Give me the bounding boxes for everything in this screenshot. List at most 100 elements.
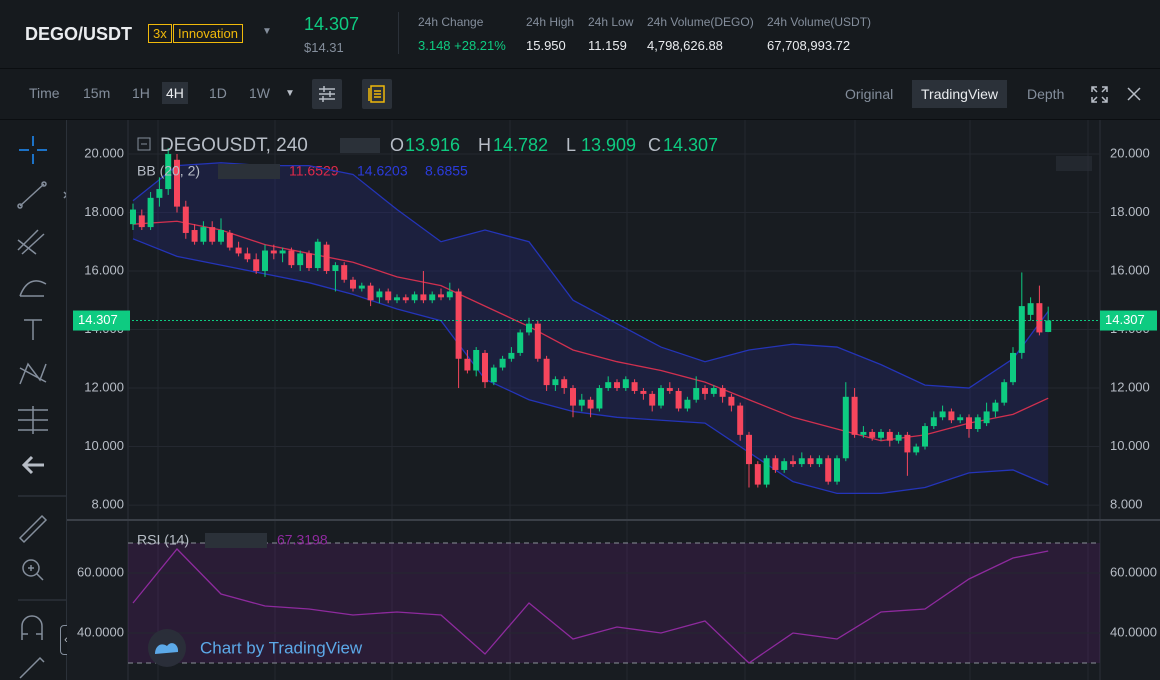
y-tick-label: 8.000 xyxy=(91,497,124,512)
ohlc-letter: H xyxy=(478,135,491,155)
chart-bg xyxy=(67,120,1160,680)
candle-body xyxy=(561,379,568,389)
candle-body xyxy=(807,458,814,465)
candle-body xyxy=(605,382,612,389)
last-price-box xyxy=(1100,310,1157,331)
drawing-tools: ‹ xyxy=(0,120,72,680)
view-tab[interactable]: Original xyxy=(845,86,894,102)
interval[interactable]: 1W xyxy=(249,85,270,101)
candle-body xyxy=(552,379,559,386)
candle-body xyxy=(482,352,488,383)
bb-value: 14.6203 xyxy=(357,163,408,179)
y-tick-label: 20.000 xyxy=(84,145,124,160)
candle-body xyxy=(675,390,682,409)
candle-body xyxy=(138,215,145,228)
notes-button[interactable] xyxy=(362,79,392,109)
candle-body xyxy=(878,431,884,438)
candle-body xyxy=(763,458,770,485)
candle-body xyxy=(719,388,726,397)
bb-name: BB (20, 2) xyxy=(137,163,200,179)
watermark-text: Chart by TradingView xyxy=(200,638,363,657)
settings-button[interactable] xyxy=(312,79,342,109)
candle-body xyxy=(957,417,964,421)
candle-body xyxy=(191,230,198,242)
candle-body xyxy=(886,431,893,441)
candle-body xyxy=(570,388,576,406)
candle-body xyxy=(394,297,400,301)
legend-icons[interactable] xyxy=(340,138,380,153)
candle-body xyxy=(411,294,418,301)
watermark: Chart by TradingView xyxy=(148,629,363,667)
candle-body xyxy=(323,244,330,271)
candle-body xyxy=(904,434,911,453)
candle-body xyxy=(702,388,708,394)
candle-body xyxy=(869,431,876,438)
bb-line xyxy=(132,220,1049,442)
legend: DEGOUSDT, 240 BB (20, 2) RSI (14) 67.319… xyxy=(137,135,1092,548)
y-tick-label: 10.000 xyxy=(84,438,124,453)
candle-body xyxy=(992,402,999,412)
candle-body xyxy=(790,461,796,465)
candle-body xyxy=(666,388,673,391)
interval[interactable]: 4H xyxy=(162,82,188,104)
stat-label: 24h Volume(USDT) xyxy=(767,15,872,29)
candle-body xyxy=(130,209,136,225)
view-tab[interactable]: TradingView xyxy=(912,80,1008,108)
candle-body xyxy=(974,417,981,429)
candle-body xyxy=(614,382,620,389)
pane-icons[interactable] xyxy=(1056,156,1092,171)
dropdown[interactable]: ▼ xyxy=(262,26,272,37)
candle-body xyxy=(182,206,189,233)
candle-body xyxy=(1001,382,1008,403)
y-tick-label: 60.0000 xyxy=(77,564,124,579)
candle-body xyxy=(350,279,356,289)
ohlc-letter: L xyxy=(566,135,576,155)
y-tick-label: 16.000 xyxy=(84,262,124,277)
candle-body xyxy=(420,294,427,301)
candle-body xyxy=(473,349,480,371)
settings-icon xyxy=(319,86,335,102)
candle-body xyxy=(174,159,180,207)
ohlc-letter: O xyxy=(390,135,404,155)
candle-body xyxy=(226,232,233,248)
candle-body xyxy=(147,197,154,228)
candle-body xyxy=(930,417,937,427)
view-tab[interactable]: Depth xyxy=(1027,86,1065,102)
last-price-box xyxy=(73,310,130,331)
symbol: DEGOUSDT, 240 xyxy=(160,135,308,156)
rsi-icons[interactable] xyxy=(205,533,267,548)
candle-body xyxy=(966,417,972,429)
pair: DEGO/USDT xyxy=(25,24,133,44)
candle-body xyxy=(640,390,647,394)
candle-body xyxy=(200,227,207,242)
y-tick-label: 18.000 xyxy=(84,204,124,219)
candle-body xyxy=(842,396,849,459)
y-tick-label-right: 16.000 xyxy=(1110,262,1150,277)
more[interactable]: ▼ xyxy=(285,88,295,99)
candle-body xyxy=(209,227,216,242)
candle-body xyxy=(306,253,312,269)
candle-body xyxy=(684,399,691,409)
rsi-band xyxy=(128,542,1100,663)
candle-body xyxy=(270,250,277,254)
interval[interactable]: 1H xyxy=(132,85,150,101)
collapse-icon[interactable] xyxy=(137,137,151,151)
candle-body xyxy=(165,153,172,190)
candle-body xyxy=(429,294,436,301)
candle-body xyxy=(235,247,242,254)
candle-body xyxy=(825,458,832,482)
y-tick-label-right: 8.000 xyxy=(1110,497,1143,512)
notes-icon xyxy=(368,85,385,103)
y-tick-label-right: 60.0000 xyxy=(1110,564,1157,579)
candle-body xyxy=(816,458,823,465)
y-tick-label-right: 40.0000 xyxy=(1110,624,1157,639)
interval[interactable]: 1D xyxy=(209,85,227,101)
stat-value: 3.148 +28.21% xyxy=(418,38,506,53)
price-usd: $14.31 xyxy=(304,40,344,55)
candle-body xyxy=(710,388,717,394)
chart: 8.0008.00010.00010.00012.00012.00014.000… xyxy=(67,120,1160,680)
interval[interactable]: 15m xyxy=(83,85,111,101)
bb-icons[interactable] xyxy=(218,164,280,179)
candle-body xyxy=(622,379,629,389)
